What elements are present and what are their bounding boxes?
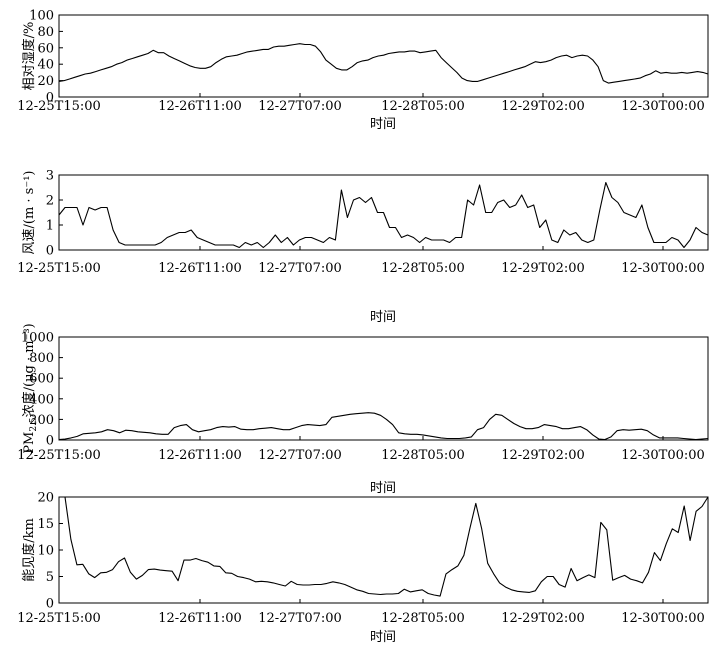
- chart-panel-3: 0 200 400 600 800 1000 12-25T15:00 12-26T11:00 1…: [17, 323, 709, 496]
- y-tick-label: 0: [46, 91, 54, 106]
- y-tick-label: 400: [29, 392, 54, 407]
- chart-panel-4: 0 5 10 15 20 12-25T15:00 12-26T11:00 12-27T07:0…: [17, 491, 709, 645]
- y-tick-label: 10: [37, 544, 54, 559]
- y-tick-label: 80: [37, 25, 54, 40]
- x-tick-label: 12-29T02:00: [501, 261, 585, 276]
- series-line: [59, 496, 709, 597]
- y-tick-label: 0: [46, 597, 54, 612]
- x-tick-label: 12-27T07:00: [258, 99, 342, 114]
- x-tick-label: 12-30T00:00: [621, 448, 705, 463]
- x-tick-label: 12-25T15:00: [17, 99, 101, 114]
- y-axis-label: 相对湿度/%: [21, 22, 37, 91]
- x-tick-label: 12-26T11:00: [158, 99, 242, 114]
- x-tick-label: 12-26T11:00: [158, 261, 242, 276]
- x-tick-label: 12-29T02:00: [501, 99, 585, 114]
- y-tick-label: 20: [37, 491, 54, 506]
- x-tick-label: 12-28T05:00: [381, 448, 465, 463]
- x-tick-label: 12-26T11:00: [158, 448, 242, 463]
- x-axis-label: 时间: [370, 630, 396, 645]
- series-line: [58, 43, 709, 84]
- y-axis-label: PM2.5浓度/(μg · m⁻³): [21, 323, 39, 453]
- x-tick-label: 12-29T02:00: [501, 611, 585, 626]
- y-tick-label: 1000: [21, 331, 54, 346]
- y-axis-label: 风速/(m · s⁻¹): [22, 171, 37, 255]
- x-axis-label: 时间: [370, 117, 396, 132]
- x-axis-label: 时间: [370, 310, 396, 325]
- plot-frame: [58, 496, 709, 604]
- x-tick-label: 12-28T05:00: [381, 99, 465, 114]
- y-tick-label: 3: [46, 169, 54, 184]
- series-line: [58, 412, 709, 441]
- x-tick-label: 12-30T00:00: [621, 611, 705, 626]
- x-tick-label: 12-26T11:00: [158, 611, 242, 626]
- x-tick-label: 12-27T07:00: [258, 261, 342, 276]
- y-axis-label: 能见度/km: [21, 518, 37, 582]
- x-tick-label: 12-30T00:00: [621, 261, 705, 276]
- x-tick-label: 12-25T15:00: [17, 448, 101, 463]
- y-tick-label: 100: [29, 9, 54, 24]
- x-tick-label: 12-27T07:00: [258, 611, 342, 626]
- series-line: [58, 181, 709, 249]
- y-tick-label: 60: [37, 41, 54, 56]
- y-tick-label: 800: [29, 351, 54, 366]
- plot-frame: [58, 336, 709, 441]
- y-tick-label: 600: [29, 372, 54, 387]
- y-tick-label: 15: [37, 517, 54, 532]
- y-tick-label: 2: [46, 194, 54, 209]
- y-tick-label: 40: [37, 58, 54, 73]
- x-tick-label: 12-25T15:00: [17, 611, 101, 626]
- x-tick-label: 12-28T05:00: [381, 611, 465, 626]
- y-tick-label: 0: [46, 434, 54, 449]
- x-tick-label: 12-25T15:00: [17, 261, 101, 276]
- plot-frame: [58, 174, 709, 251]
- y-tick-label: 200: [29, 413, 54, 428]
- x-tick-label: 12-27T07:00: [258, 448, 342, 463]
- x-tick-label: 12-28T05:00: [381, 261, 465, 276]
- y-tick-label: 0: [46, 244, 54, 259]
- y-tick-label: 20: [37, 74, 54, 89]
- x-tick-label: 12-30T00:00: [621, 99, 705, 114]
- plot-frame: [58, 14, 709, 98]
- chart-panel-2: 0 1 2 3 12-25T15:00 12-26T11:00 12-27T07:00 12-…: [17, 169, 709, 325]
- y-tick-label: 5: [46, 570, 54, 585]
- x-tick-label: 12-29T02:00: [501, 448, 585, 463]
- x-axis-label: 时间: [370, 481, 396, 496]
- y-tick-label: 1: [46, 219, 54, 234]
